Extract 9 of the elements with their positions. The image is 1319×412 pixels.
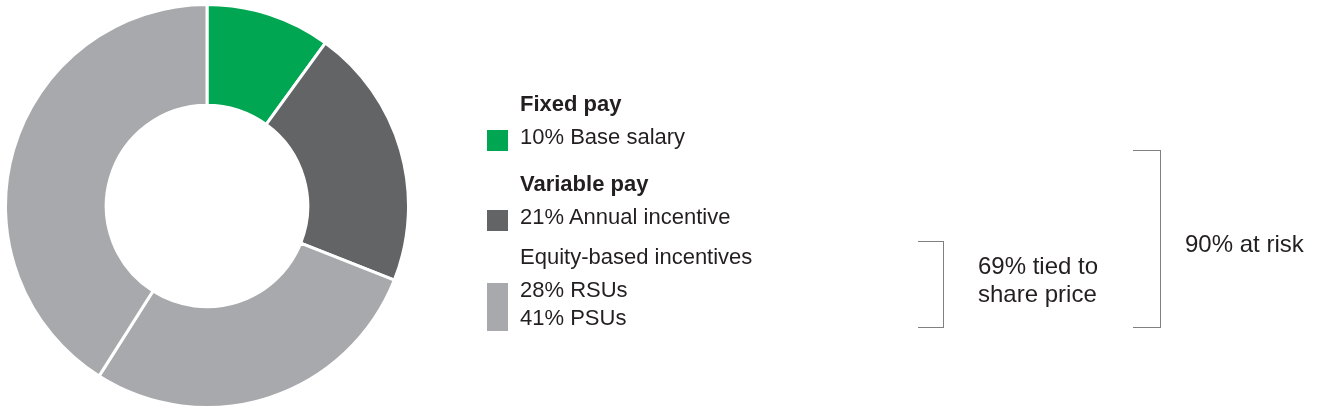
legend-label: 10% Base salary [520,123,686,151]
text: Variable pay [520,170,649,198]
text: Fixed pay [520,90,622,118]
text: 90% at risk [1185,230,1304,258]
text: Equity-based incentives [520,243,753,271]
text: 69% tied to share price [978,252,1100,308]
legend-label: 28% RSUs [520,276,628,304]
legend-label: 21% Annual incentive [520,203,731,231]
legend-label: 41% PSUs [520,304,627,332]
